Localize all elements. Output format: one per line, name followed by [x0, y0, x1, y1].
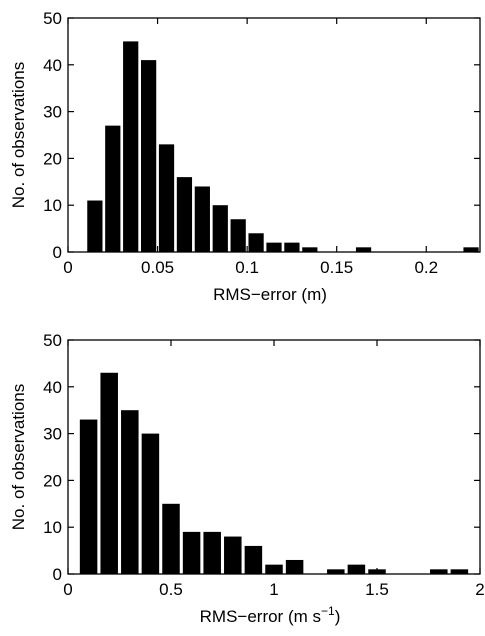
bar — [123, 41, 139, 253]
bar — [176, 177, 193, 252]
x-tick-label: 0.15 — [320, 258, 353, 277]
y-tick-label: 30 — [43, 425, 62, 444]
bar — [194, 186, 210, 252]
bar — [182, 531, 201, 574]
y-tick-label: 30 — [43, 103, 62, 122]
x-tick-label: 1.5 — [365, 580, 389, 599]
y-tick-label: 50 — [43, 331, 62, 350]
bar — [212, 205, 228, 252]
bar — [463, 247, 479, 252]
bar — [141, 60, 157, 253]
y-tick-label: 0 — [53, 243, 62, 262]
y-tick-label: 40 — [43, 56, 62, 75]
bar — [244, 545, 263, 574]
bar — [347, 564, 366, 574]
bar — [203, 531, 221, 574]
y-tick-label: 20 — [43, 471, 62, 490]
bar — [355, 247, 372, 252]
bar — [87, 200, 103, 252]
bar — [430, 569, 448, 574]
y-tick-label: 0 — [53, 565, 62, 584]
y-axis-label: No. of observations — [9, 62, 28, 208]
y-tick-label: 20 — [43, 149, 62, 168]
x-tick-label: 1 — [269, 580, 278, 599]
x-axis-label: RMS−error (m) — [213, 285, 327, 304]
bar — [141, 433, 160, 574]
bar — [79, 419, 98, 574]
y-tick-label: 10 — [43, 196, 62, 215]
x-tick-label: 0 — [63, 258, 72, 277]
y-tick-label: 50 — [43, 9, 62, 28]
bar — [230, 219, 246, 252]
bar — [285, 559, 304, 574]
y-axis-label: No. of observations — [9, 384, 28, 530]
bar — [158, 144, 175, 252]
bar — [327, 569, 345, 574]
x-tick-label: 0.5 — [159, 580, 183, 599]
bar — [302, 247, 318, 252]
bar — [284, 242, 300, 252]
bar — [100, 372, 118, 574]
bar — [248, 233, 264, 252]
bar — [266, 242, 282, 252]
x-tick-label: 0 — [63, 580, 72, 599]
x-tick-label: 2 — [475, 580, 484, 599]
bar — [105, 125, 121, 252]
axes-frame — [67, 17, 481, 253]
top-histogram-panel: 0 0.05 0.1 0.15 0.2 0 10 20 30 40 50 RMS−error (m) N… — [9, 9, 481, 304]
x-tick-label: 0.2 — [414, 258, 438, 277]
y-tick-label: 10 — [43, 518, 62, 537]
bar — [162, 503, 180, 574]
y-tick-label: 40 — [43, 378, 62, 397]
x-tick-label: 0.05 — [141, 258, 174, 277]
bar — [121, 410, 139, 574]
x-tick-label: 0.1 — [235, 258, 259, 277]
bar — [224, 536, 242, 574]
bar — [450, 569, 469, 574]
x-axis-label: RMS−error (m s−1) — [200, 604, 341, 626]
